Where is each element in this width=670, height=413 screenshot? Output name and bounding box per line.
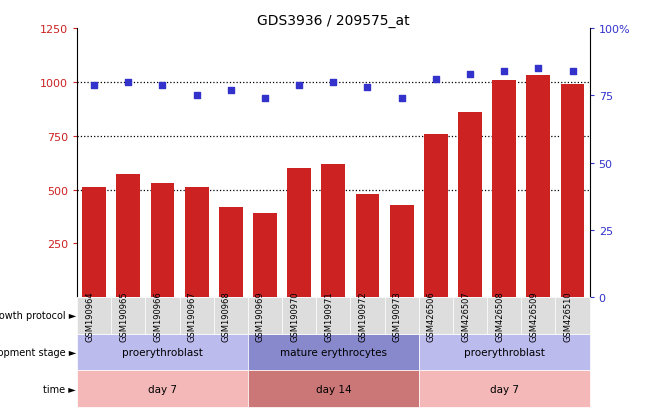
Bar — [419, 334, 590, 370]
Text: GSM190972: GSM190972 — [358, 291, 367, 341]
Text: GSM426509: GSM426509 — [529, 291, 539, 341]
Bar — [527, 76, 550, 297]
Text: GSM426510: GSM426510 — [563, 291, 572, 341]
Bar — [487, 297, 521, 335]
Bar — [521, 297, 555, 335]
Text: GSM190965: GSM190965 — [119, 291, 129, 341]
Bar — [219, 207, 243, 297]
Text: GSM190964: GSM190964 — [85, 291, 94, 341]
Bar — [322, 164, 345, 297]
Bar — [248, 370, 419, 407]
Text: proerythroblast: proerythroblast — [122, 347, 203, 357]
Bar — [151, 184, 174, 297]
Bar — [419, 297, 453, 335]
Bar — [419, 297, 590, 334]
Bar — [77, 334, 248, 370]
Text: day 7: day 7 — [148, 384, 177, 394]
Text: GSM190968: GSM190968 — [222, 291, 230, 342]
Bar — [385, 297, 419, 335]
Point — [123, 79, 134, 86]
Text: GSM190966: GSM190966 — [153, 291, 163, 342]
Bar — [145, 297, 180, 335]
Point — [567, 69, 578, 75]
Point — [431, 77, 442, 83]
Bar — [77, 297, 419, 334]
Text: GSM190973: GSM190973 — [393, 291, 402, 342]
Text: low HgF conditions (EPO): low HgF conditions (EPO) — [182, 311, 314, 320]
Point — [328, 79, 338, 86]
Bar — [214, 297, 248, 335]
Bar — [316, 297, 350, 335]
Bar — [287, 169, 311, 297]
Point — [260, 95, 271, 102]
Bar — [350, 297, 385, 335]
Text: development stage ►: development stage ► — [0, 347, 76, 357]
Bar — [248, 334, 419, 370]
Bar — [185, 188, 208, 297]
Text: day 14: day 14 — [316, 384, 351, 394]
Bar — [282, 297, 316, 335]
Point — [465, 71, 476, 78]
Bar — [77, 370, 248, 407]
Bar — [253, 214, 277, 297]
Point — [88, 82, 99, 89]
Text: GSM426506: GSM426506 — [427, 291, 436, 342]
Title: GDS3936 / 209575_at: GDS3936 / 209575_at — [257, 14, 409, 28]
Point — [362, 85, 373, 91]
Text: GSM190969: GSM190969 — [256, 291, 265, 341]
Bar — [453, 297, 487, 335]
Point — [225, 88, 236, 94]
Bar — [77, 297, 111, 335]
Text: GSM190967: GSM190967 — [188, 291, 197, 342]
Text: growth protocol ►: growth protocol ► — [0, 311, 76, 320]
Bar — [117, 175, 140, 297]
Bar — [492, 81, 516, 297]
Text: GSM190970: GSM190970 — [290, 291, 299, 341]
Text: proerythroblast: proerythroblast — [464, 347, 545, 357]
Bar — [248, 297, 282, 335]
Bar — [111, 297, 145, 335]
Text: day 7: day 7 — [490, 384, 519, 394]
Bar — [82, 188, 106, 297]
Text: GSM190971: GSM190971 — [324, 291, 334, 341]
Text: mature erythrocytes: mature erythrocytes — [280, 347, 387, 357]
Point — [498, 69, 510, 75]
Point — [293, 82, 304, 89]
Text: high HgF conditions (EST): high HgF conditions (EST) — [437, 311, 572, 320]
Text: GSM426507: GSM426507 — [461, 291, 470, 342]
Bar — [390, 205, 413, 297]
Point — [397, 95, 407, 102]
Bar — [419, 370, 590, 407]
Bar — [356, 195, 379, 297]
Point — [533, 66, 544, 73]
Point — [157, 82, 168, 89]
Text: GSM426508: GSM426508 — [495, 291, 505, 342]
Bar — [555, 297, 590, 335]
Point — [192, 93, 202, 100]
Text: time ►: time ► — [43, 384, 76, 394]
Bar — [180, 297, 214, 335]
Bar — [561, 85, 584, 297]
Bar — [458, 113, 482, 297]
Bar — [424, 134, 448, 297]
